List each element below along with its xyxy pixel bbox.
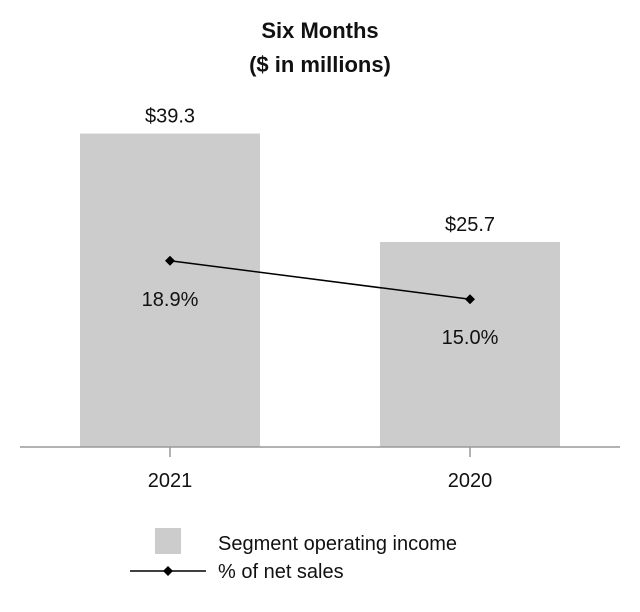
chart-subtitle: ($ in millions)	[249, 52, 391, 77]
bar-value-label-2021: $39.3	[145, 106, 195, 128]
legend-bar-swatch	[155, 528, 181, 554]
legend: Segment operating income % of net sales	[130, 528, 457, 583]
line-value-label-2020: 15.0%	[442, 327, 499, 349]
line-point-2021	[165, 255, 175, 266]
bar-2021	[80, 133, 260, 448]
bar-value-label-2020: $25.7	[445, 214, 495, 236]
x-tick-label-2021: 2021	[148, 470, 193, 492]
line-value-label-2021: 18.9%	[142, 289, 199, 311]
plot-area: $39.3 $25.7 2021 2020 18.9% 15.0%	[20, 106, 620, 492]
x-tick-label-2020: 2020	[448, 470, 493, 492]
legend-label-percent-net-sales: % of net sales	[218, 561, 344, 583]
legend-label-segment-operating-income: Segment operating income	[218, 533, 457, 555]
line-point-2020	[465, 294, 475, 305]
bar-2020	[380, 242, 560, 447]
line-net-sales-percent	[169, 260, 471, 300]
chart-title: Six Months	[261, 18, 378, 43]
legend-line-marker	[163, 566, 173, 576]
